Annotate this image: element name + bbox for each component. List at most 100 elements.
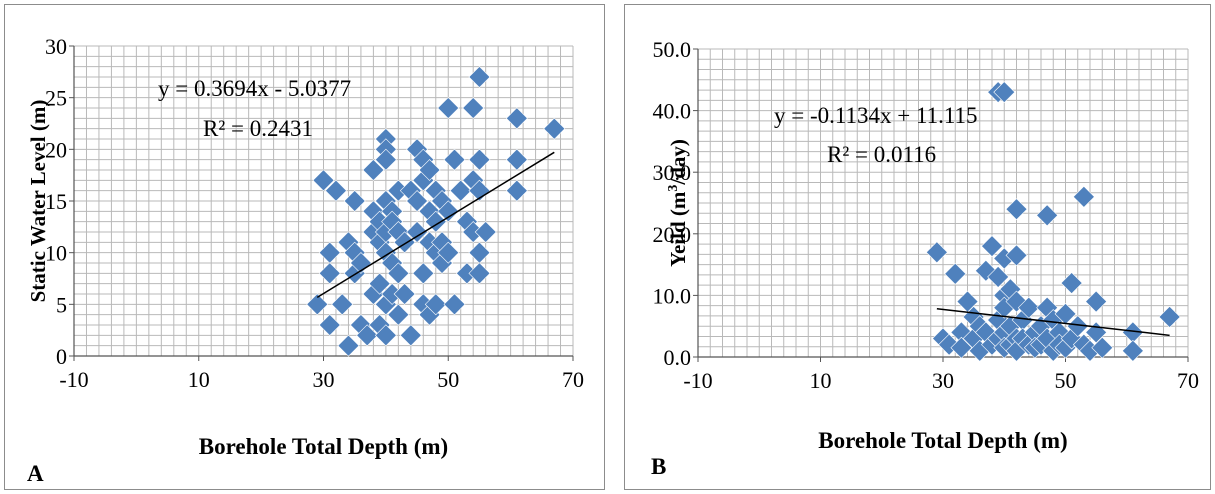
y-tick-label: 30.0	[653, 160, 692, 185]
data-point-marker	[374, 148, 397, 171]
data-point-marker	[993, 81, 1016, 104]
data-point-marker	[312, 169, 335, 192]
x-tick-label: 30	[313, 367, 335, 392]
data-point-marker	[468, 179, 491, 202]
data-point-marker	[412, 262, 435, 285]
data-point-marker	[437, 200, 460, 223]
x-tick-label: 70	[1177, 368, 1199, 393]
y-axis-title-tail: /day)	[666, 139, 690, 186]
trendline	[936, 308, 1170, 337]
data-point-marker	[462, 97, 485, 119]
data-point-marker	[1017, 296, 1040, 319]
data-point-marker	[443, 293, 466, 316]
data-point-marker	[981, 235, 1003, 258]
gridlines	[697, 48, 1189, 358]
y-axis-title-superscript: 3	[666, 185, 681, 192]
data-point-marker	[505, 107, 528, 130]
data-point-marker	[1158, 306, 1181, 328]
data-point-marker	[449, 179, 472, 202]
data-point-marker	[318, 262, 341, 285]
data-point-marker	[362, 159, 385, 181]
data-point-marker	[468, 262, 491, 285]
data-point-marker	[468, 241, 491, 264]
data-point-marker	[1072, 185, 1095, 208]
data-point-marker	[399, 324, 422, 347]
data-point-marker	[424, 293, 447, 316]
data-point-marker	[543, 117, 566, 140]
x-tick-label: 70	[562, 367, 584, 392]
y-tick-label: 25	[45, 86, 67, 111]
y-tick-label: 20.0	[653, 222, 692, 247]
data-point-marker	[505, 179, 528, 202]
data-point-marker	[368, 272, 391, 295]
y-tick-label: 0	[56, 344, 67, 369]
data-point-marker	[443, 148, 466, 171]
chart-panel-b: 0.0 10.0 20.0 30.0 40.0 50.0 -10 10 30 50 70 y = -0…	[624, 4, 1211, 490]
data-point-marker	[987, 265, 1010, 288]
data-point-marker	[387, 262, 410, 285]
data-point-marker	[374, 324, 397, 347]
data-point-marker	[437, 241, 460, 264]
data-point-marker	[424, 210, 447, 233]
scatter-chart-a: 0 5 10 15 20 25 30 -10 10 30 50 70 y = 0.3694x - 5.0…	[26, 34, 584, 486]
data-point-marker	[1005, 198, 1028, 221]
y-axis-title-main: Yeild (m	[666, 191, 690, 267]
x-tick-label: 50	[437, 367, 459, 392]
data-point-marker	[1091, 336, 1114, 359]
x-tick-label: 10	[188, 367, 210, 392]
x-tick-label: 10	[810, 368, 832, 393]
panel-label: A	[27, 461, 44, 486]
panel-label: B	[651, 454, 666, 479]
data-point-marker	[337, 334, 360, 357]
y-tick-label: 15	[45, 189, 67, 214]
data-point-marker	[406, 221, 428, 243]
x-axis-title: Borehole Total Depth (m)	[818, 428, 1067, 453]
data-point-marker	[1085, 290, 1108, 313]
data-point-marker	[1054, 302, 1077, 325]
x-tick-label: 50	[1055, 368, 1077, 393]
y-tick-label: 40.0	[653, 99, 692, 124]
data-points	[925, 81, 1181, 362]
data-point-marker	[343, 190, 366, 212]
data-point-marker	[318, 241, 341, 264]
y-tick-label: 10.0	[653, 283, 692, 308]
y-tick-label: 5	[56, 292, 67, 317]
y-tick-label: 10	[45, 241, 67, 266]
data-point-marker	[1005, 244, 1028, 267]
data-point-marker	[474, 221, 497, 243]
x-axis-title: Borehole Total Depth (m)	[199, 434, 448, 459]
x-tick-label: -10	[59, 367, 88, 392]
data-point-marker	[944, 262, 967, 285]
data-point-marker	[505, 148, 528, 171]
r-squared-label: R² = 0.2431	[203, 116, 313, 141]
r-squared-label: R² = 0.0116	[827, 142, 936, 167]
y-axis-title: Static Water Level (m)	[26, 100, 50, 303]
data-point-marker	[1066, 315, 1089, 338]
trendline-equation: y = 0.3694x - 5.0377	[158, 76, 351, 101]
data-point-marker	[1060, 272, 1083, 295]
x-tick-label: -10	[683, 368, 712, 393]
data-point-marker	[393, 283, 416, 305]
x-tick-label: 30	[932, 368, 954, 393]
trendline	[316, 151, 555, 298]
chart-panel-a: 0 5 10 15 20 25 30 -10 10 30 50 70 y = 0.3694x - 5.0…	[4, 4, 605, 490]
data-point-marker	[468, 66, 491, 88]
y-axis-title: Yeild (m3/day)	[666, 139, 690, 267]
data-point-marker	[325, 179, 347, 202]
data-point-marker	[925, 241, 948, 264]
data-point-marker	[437, 97, 460, 119]
data-point-marker	[468, 148, 491, 171]
y-tick-label: 20	[45, 137, 67, 162]
data-point-marker	[306, 293, 329, 316]
trendline-equation: y = -0.1134x + 11.115	[774, 103, 978, 128]
data-point-marker	[406, 190, 428, 212]
data-point-marker	[356, 324, 379, 347]
data-point-marker	[387, 303, 410, 326]
data-point-marker	[331, 293, 354, 316]
data-point-marker	[950, 336, 973, 359]
data-point-marker	[1121, 339, 1144, 362]
data-point-marker	[1036, 204, 1059, 227]
scatter-chart-b: 0.0 10.0 20.0 30.0 40.0 50.0 -10 10 30 50 70 y = -0…	[651, 37, 1199, 479]
data-point-marker	[418, 159, 441, 181]
data-points	[306, 66, 566, 357]
